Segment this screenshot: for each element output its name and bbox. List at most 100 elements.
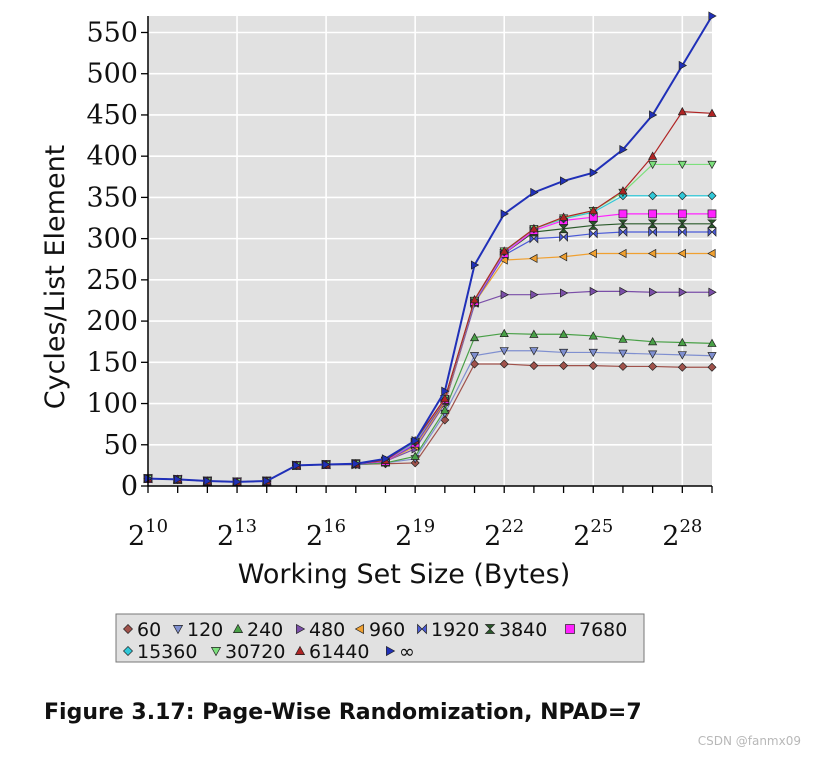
data-point (647, 219, 658, 229)
data-point (203, 476, 213, 486)
data-point (618, 186, 628, 195)
y-axis-label: Cycles/List Element (40, 145, 71, 410)
data-point (707, 227, 717, 237)
legend-item: 60 (123, 619, 161, 641)
legend-label: 7680 (579, 619, 627, 641)
data-point (410, 451, 420, 460)
y-tick-label: 0 (121, 471, 138, 502)
data-point (678, 287, 688, 297)
x-tick-label: 225 (573, 516, 613, 552)
data-point (649, 287, 658, 297)
legend-item: 3840 (484, 619, 547, 641)
legend-marker (210, 647, 222, 657)
data-point (618, 219, 628, 229)
legend-marker (386, 645, 396, 657)
data-point (500, 290, 509, 300)
legend-marker (123, 624, 133, 634)
x-tick-label: 228 (662, 516, 702, 552)
data-point (648, 350, 658, 359)
legend-item: ∞ (386, 641, 415, 663)
data-point (440, 415, 450, 425)
data-point (707, 191, 717, 201)
legend-label: 15360 (137, 641, 197, 663)
data-point (529, 224, 539, 233)
data-point (352, 459, 361, 469)
watermark: CSDN @fanmx09 (697, 734, 801, 748)
data-point (707, 248, 716, 259)
data-point (707, 108, 717, 117)
data-point (677, 351, 687, 360)
legend-label: 480 (309, 619, 345, 641)
y-tick-label: 200 (86, 306, 138, 337)
data-point (619, 286, 628, 296)
data-point (588, 205, 598, 215)
legend-marker (294, 645, 306, 655)
data-point (559, 232, 568, 242)
legend-item: 61440 (294, 641, 369, 663)
legend-marker (123, 646, 133, 656)
y-tick-label: 550 (86, 17, 138, 48)
data-point (677, 191, 687, 201)
legend-item: 120 (172, 619, 223, 641)
data-point (560, 176, 569, 186)
data-point (529, 347, 539, 356)
legend-item: 1920 (417, 619, 479, 641)
data-point (499, 359, 509, 369)
legend-label: 3840 (499, 619, 547, 641)
y-tick-label: 50 (104, 430, 138, 461)
y-ticks: 0 50 100 150 200 250 300 350 400 450 500 550 (86, 17, 148, 502)
data-point (440, 405, 450, 414)
series-layer (143, 11, 717, 487)
data-point (558, 252, 568, 262)
y-tick-label: 450 (86, 100, 138, 131)
data-point (469, 294, 480, 304)
data-point (263, 476, 272, 486)
data-point (411, 436, 420, 446)
legend-item: 15360 (123, 641, 197, 663)
y-tick-label: 350 (86, 182, 138, 213)
legend-item: 960 (354, 619, 405, 641)
legend-label: 60 (137, 619, 161, 641)
chart: 0 50 100 150 200 250 300 350 400 450 500 550 210 213… (40, 11, 717, 663)
legend-label: 120 (187, 619, 223, 641)
y-tick-label: 150 (86, 347, 138, 378)
data-point (441, 386, 450, 396)
data-point (470, 260, 480, 270)
data-point (469, 352, 480, 361)
legend-marker (232, 623, 244, 633)
legend-label: 1920 (431, 619, 479, 641)
data-point (499, 347, 509, 356)
data-point (618, 209, 628, 219)
data-point (707, 160, 717, 170)
data-point (708, 287, 717, 297)
data-point (707, 362, 717, 372)
data-point (648, 209, 657, 219)
x-ticks: 210 213 216 219 222 225 228 (128, 486, 713, 552)
data-point (677, 209, 687, 219)
x-tick-label: 222 (484, 516, 524, 552)
data-point (529, 253, 538, 264)
data-point (588, 361, 598, 371)
figure-caption: Figure 3.17: Page-Wise Randomization, NP… (44, 700, 642, 725)
data-point (558, 329, 569, 338)
data-point (677, 106, 687, 116)
x-tick-label: 216 (306, 516, 346, 552)
legend-marker (354, 623, 364, 635)
y-tick-label: 500 (86, 59, 138, 90)
data-point (292, 460, 302, 470)
data-point (618, 361, 628, 371)
data-point (618, 334, 628, 343)
data-point (707, 338, 717, 347)
x-tick-label: 210 (128, 516, 168, 552)
x-axis-label: Working Set Size (Bytes) (238, 559, 570, 590)
legend-label: 240 (247, 619, 283, 641)
data-point (558, 348, 569, 358)
data-point (677, 248, 686, 259)
plot-area (148, 16, 712, 486)
data-point (619, 144, 628, 155)
data-point (559, 361, 569, 371)
data-point (530, 290, 539, 300)
data-point (588, 348, 598, 358)
data-point (588, 331, 598, 340)
data-point (707, 352, 717, 361)
